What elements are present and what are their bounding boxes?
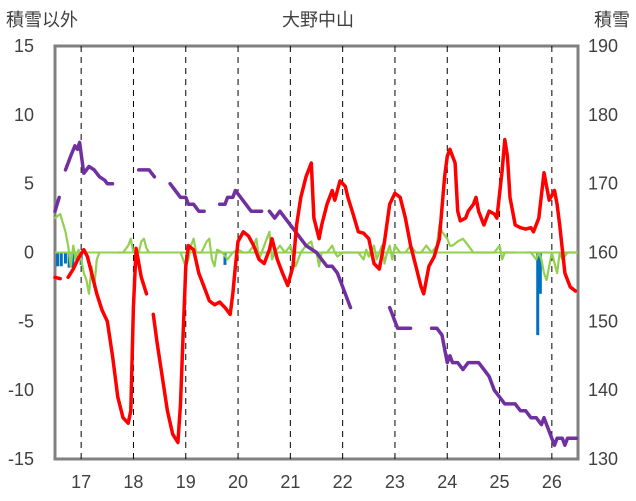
y-right-tick-label: 170 bbox=[588, 174, 618, 194]
x-tick-label: 23 bbox=[385, 472, 405, 492]
y-right-tick-label: 140 bbox=[588, 380, 618, 400]
precip-bar bbox=[538, 252, 542, 294]
y-left-tick-label: 10 bbox=[14, 105, 34, 125]
snow_depth-series-line bbox=[429, 326, 579, 447]
y-right-tick-label: 190 bbox=[588, 36, 618, 56]
precip-bar bbox=[536, 252, 540, 336]
temperature-series-line bbox=[151, 137, 578, 445]
x-tick-label: 22 bbox=[333, 472, 353, 492]
y-left-tick-label: -15 bbox=[8, 449, 34, 469]
temperature-series-line bbox=[53, 275, 62, 281]
snow_depth-series-line bbox=[267, 209, 353, 310]
precip-bar bbox=[71, 252, 75, 268]
precip-bar bbox=[223, 252, 227, 265]
x-tick-label: 20 bbox=[228, 472, 248, 492]
y-left-tick-label: -5 bbox=[18, 311, 34, 331]
y-axis-left-label: 積雪以外 bbox=[6, 10, 78, 30]
x-tick-label: 18 bbox=[123, 472, 143, 492]
snow_depth-series-line bbox=[53, 195, 61, 213]
x-tick-label: 26 bbox=[542, 472, 562, 492]
x-tick-label: 21 bbox=[280, 472, 300, 492]
snow_depth-series-line bbox=[217, 188, 264, 213]
y-left-tick-label: 15 bbox=[14, 36, 34, 56]
other-series-line bbox=[179, 223, 517, 268]
y-left-tick-label: 0 bbox=[24, 243, 34, 263]
y-left-tick-label: 5 bbox=[24, 174, 34, 194]
y-right-tick-label: 160 bbox=[588, 243, 618, 263]
x-tick-label: 19 bbox=[176, 472, 196, 492]
x-tick-label: 24 bbox=[437, 472, 457, 492]
y-right-tick-label: 180 bbox=[588, 105, 618, 125]
snow_depth-series-line bbox=[63, 140, 115, 186]
snow_depth-series-line bbox=[136, 168, 157, 179]
snow_depth-series-line bbox=[387, 305, 413, 330]
precip-bar bbox=[56, 252, 60, 267]
precip-bar bbox=[63, 252, 67, 264]
x-tick-label: 17 bbox=[71, 472, 91, 492]
other-series-line bbox=[524, 251, 578, 282]
y-left-tick-label: -10 bbox=[8, 380, 34, 400]
y-right-tick-label: 130 bbox=[588, 449, 618, 469]
y-right-tick-label: 150 bbox=[588, 311, 618, 331]
temperature-series-line bbox=[66, 246, 149, 425]
precip-bar bbox=[59, 252, 63, 267]
x-tick-label: 25 bbox=[490, 472, 510, 492]
y-axis-right-label: 積雪 bbox=[594, 10, 630, 30]
snow_depth-series-line bbox=[168, 181, 206, 213]
chart-title: 大野中山 bbox=[282, 10, 354, 30]
